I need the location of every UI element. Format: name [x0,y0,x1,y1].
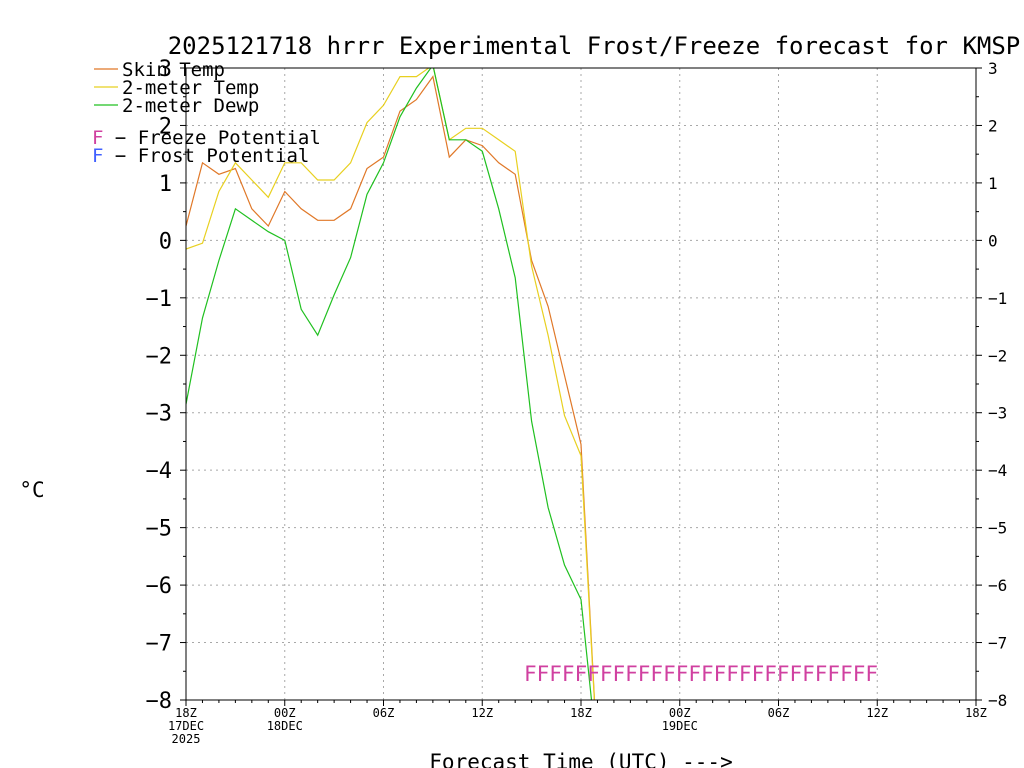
x-tick-label: 00Z [669,706,691,720]
y-tick-label-right: 1 [988,174,998,193]
series-lines [186,68,596,700]
x-tick-label: 18Z [965,706,987,720]
potential-label: − Frost Potential [103,145,309,167]
y-tick-label-right: 2 [988,116,998,135]
x-tick-label: 19DEC [662,719,698,733]
legend-label: Skin Temp [122,59,225,81]
y-tick-label-right: −6 [988,576,1007,595]
y-tick-label-right: −4 [988,461,1007,480]
x-tick-label: 18Z [570,706,592,720]
chart-title: 2025121718 hrrr Experimental Frost/Freez… [168,32,1021,60]
y-tick-label-left: −2 [146,344,173,369]
y-tick-label-right: −8 [988,691,1007,710]
y-tick-label-right: −3 [988,404,1007,423]
potential-legend-item: F − Freeze Potential [92,127,321,149]
x-tick-label: 12Z [471,706,493,720]
y-tick-label-left: −3 [146,402,173,427]
potential-label: − Freeze Potential [103,127,320,149]
potential-letter: F [92,127,103,149]
x-tick-label: 18Z [175,706,197,720]
y-tick-label-right: 3 [988,59,998,78]
x-tick-label: 17DEC [168,719,204,733]
x-tick-label: 12Z [866,706,888,720]
y-tick-label-left: 3 [159,57,172,82]
x-tick-label: 00Z [274,706,296,720]
y-tick-label-right: 0 [988,231,998,250]
y-tick-label-left: −6 [146,574,173,599]
y-tick-label-left: −1 [146,287,173,312]
x-tick-label: 2025 [172,732,201,746]
y-tick-label-left: 0 [159,229,172,254]
freeze-potential-marker: FFFFFFFFFFFFFFFFFFFFFFFFFFFF [524,662,878,686]
potential-legend-item: F − Frost Potential [92,145,309,167]
x-tick-label: 06Z [768,706,790,720]
y-tick-label-left: −8 [146,689,173,714]
y-tick-label-right: −5 [988,519,1007,538]
y-tick-label-left: −4 [146,459,173,484]
y-tick-label-left: 2 [159,114,172,139]
y-tick-label-right: −1 [988,289,1007,308]
y-tick-label-right: −7 [988,634,1007,653]
x-tick-label: 18DEC [267,719,303,733]
x-tick-label: 06Z [373,706,395,720]
series-line-skin-temp [186,75,596,700]
legend-label: 2-meter Dewp [122,95,259,117]
x-axis-label: Forecast Time (UTC) ---> [429,750,732,768]
axis-ticks [180,67,982,706]
y-tick-label-left: −5 [146,517,173,542]
y-tick-label-left: −7 [146,632,173,657]
series-line-2-meter-temp [186,68,595,700]
potential-letter: F [92,145,103,167]
y-axis-label: °C [19,478,44,502]
y-tick-label-left: 1 [159,172,172,197]
y-tick-labels: 3 3 2 2 1 1 0 0 −1 −1 −2 −2 −3 −3 −4 −4 −5 −5 −6 −6 −7 −7 −8 −8 [146,57,1008,714]
legend-label: 2-meter Temp [122,77,259,99]
series-line-2-meter-dewp [186,68,593,700]
y-tick-label-right: −2 [988,346,1007,365]
